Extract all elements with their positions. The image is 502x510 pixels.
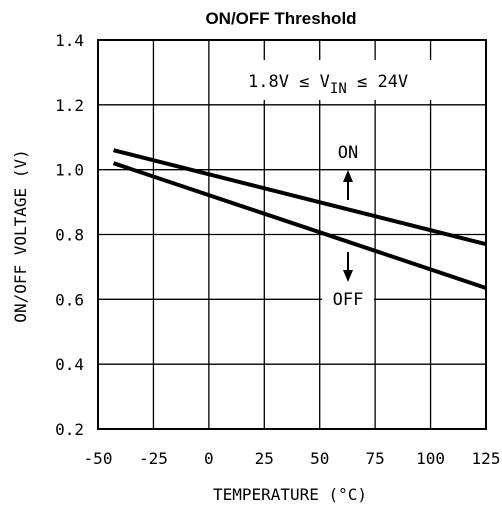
x-tick-label: -50 xyxy=(84,449,113,468)
x-tick-label: -25 xyxy=(139,449,168,468)
x-tick-label: 0 xyxy=(204,449,214,468)
plot-frame xyxy=(97,39,487,430)
y-tick-label: 1.2 xyxy=(55,96,84,115)
condition-background xyxy=(232,60,462,100)
series-lines xyxy=(112,148,487,290)
y-axis-label: ON/OFF VOLTAGE (V) xyxy=(11,149,30,322)
grid xyxy=(97,39,487,430)
y-tick-label: 1.0 xyxy=(55,161,84,180)
up-arrow-icon xyxy=(343,170,353,182)
series-line-off xyxy=(112,161,487,290)
down-arrow-icon xyxy=(343,270,353,282)
y-tick-label: 0.2 xyxy=(55,420,84,439)
off-label: OFF xyxy=(333,290,364,310)
y-tick-label: 0.4 xyxy=(55,355,84,374)
series-line-on xyxy=(113,148,487,247)
on-label: ON xyxy=(338,143,358,163)
y-tick-label: 0.8 xyxy=(55,226,84,245)
x-tick-label: 125 xyxy=(472,449,501,468)
x-tick-labels: -50 -25 0 25 50 75 100 125 xyxy=(84,449,501,468)
off-label-background xyxy=(322,287,374,311)
x-tick-label: 50 xyxy=(310,449,329,468)
x-tick-label: 25 xyxy=(255,449,274,468)
x-tick-label: 75 xyxy=(366,449,385,468)
y-tick-label: 1.4 xyxy=(55,31,84,50)
condition-annotation: 1.8V ≤ VIN ≤ 24V xyxy=(248,72,408,97)
x-tick-label: 100 xyxy=(416,449,445,468)
x-axis-label: TEMPERATURE (°C) xyxy=(213,485,367,504)
chart-title: ON/OFF Threshold xyxy=(205,9,356,28)
on-label-background xyxy=(328,140,368,164)
y-tick-labels: 0.2 0.4 0.6 0.8 1.0 1.2 1.4 xyxy=(55,31,84,439)
annotations: 1.8V ≤ VIN ≤ 24V ON OFF xyxy=(232,60,462,311)
y-tick-label: 0.6 xyxy=(55,290,84,309)
